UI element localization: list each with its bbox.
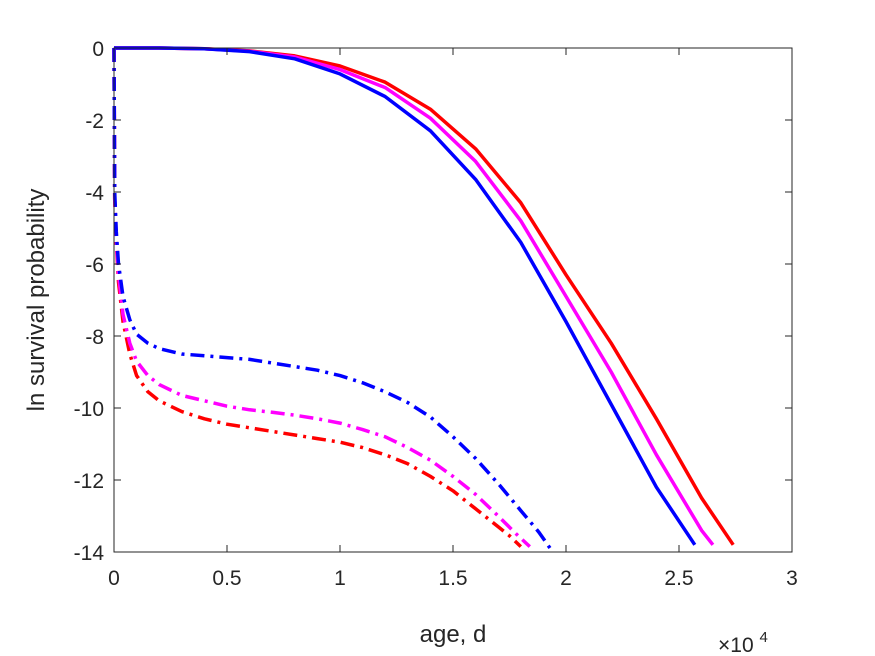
x-tick-label: 2.5 <box>664 567 693 590</box>
x-axis-label: age, d <box>420 621 487 648</box>
y-tick-label: -12 <box>74 470 104 493</box>
series-line-5 <box>112 47 531 548</box>
x-tick-label: 0 <box>108 567 120 590</box>
x-tick-label: 0.5 <box>212 567 241 590</box>
series-line-4 <box>112 47 523 548</box>
y-tick-label: -6 <box>85 254 104 277</box>
series-line-3 <box>114 46 697 546</box>
y-tick-label: -4 <box>85 182 104 205</box>
x-tick-label: 3 <box>786 567 798 590</box>
y-axis-label: ln survival probability <box>23 189 50 412</box>
x-multiplier-label: ×10 4 <box>718 629 768 656</box>
x-multiplier-base: ×10 <box>718 634 754 656</box>
plot-area <box>114 48 792 552</box>
x-tick-label: 1 <box>334 567 346 590</box>
y-tick-label: -2 <box>85 110 104 133</box>
x-multiplier-exponent: 4 <box>759 629 767 646</box>
y-tick-label: -14 <box>74 542 105 565</box>
x-tick-label: 1.5 <box>438 567 467 590</box>
x-tick-label: 2 <box>560 567 572 590</box>
series-line-6 <box>112 47 552 550</box>
y-tick-label: -8 <box>85 326 104 349</box>
series-layer <box>112 46 735 550</box>
y-tick-label: -10 <box>74 398 104 421</box>
tick-layer: 0 0.5 1 1.5 2 2.5 3 0 -2 -4 -6 -8 -10 -12 -14 <box>74 38 798 590</box>
y-tick-label: 0 <box>92 38 104 61</box>
